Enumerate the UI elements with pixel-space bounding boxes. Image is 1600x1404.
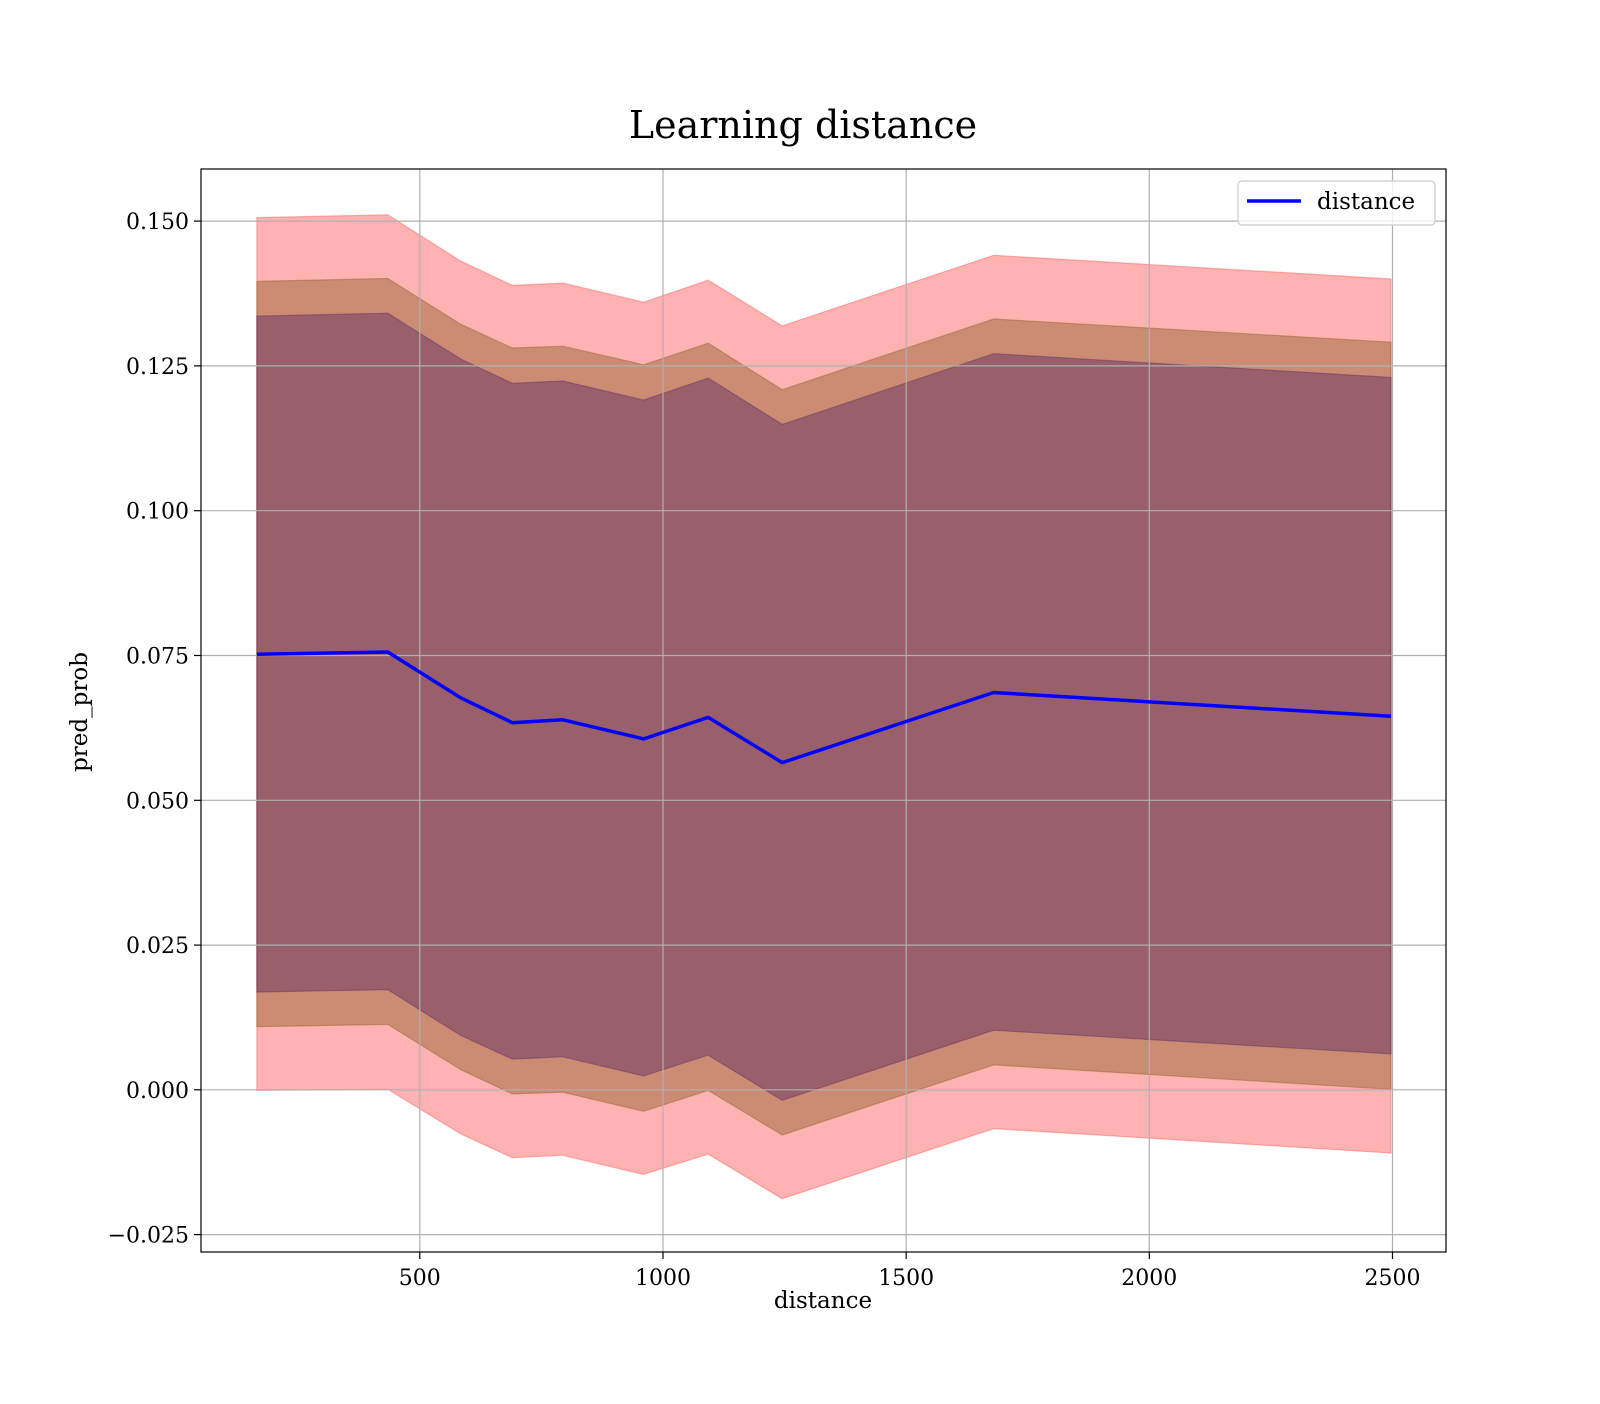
y-tick-label: 0.125 — [126, 355, 189, 380]
x-tick-label: 1500 — [878, 1266, 934, 1291]
legend: distance — [1237, 180, 1436, 226]
y-tick-label: 0.075 — [126, 645, 189, 670]
y-axis-ticks: −0.025 0.000 0.025 0.050 0.075 0.100 0.125 0.15… — [108, 210, 201, 1249]
x-axis-label: distance — [774, 1288, 872, 1314]
y-tick-label: −0.025 — [108, 1224, 189, 1249]
chart-title: Learning distance — [629, 103, 977, 147]
grid-lines — [201, 169, 1446, 1252]
confidence-band-3 — [256, 312, 1392, 1101]
y-tick-label: 0.150 — [126, 210, 189, 235]
x-tick-label: 2500 — [1365, 1266, 1421, 1291]
y-axis-label: pred_prob — [67, 652, 93, 772]
series-line-distance — [256, 650, 1392, 765]
legend-frame — [1237, 180, 1436, 226]
confidence-bands — [256, 214, 1392, 1200]
x-tick-label: 500 — [399, 1266, 441, 1291]
y-tick-label: 0.100 — [126, 500, 189, 525]
x-axis-ticks: 500 1000 1500 2000 2500 — [399, 1252, 1421, 1291]
plot-frame — [200, 168, 1447, 1253]
series-lines — [256, 650, 1392, 765]
y-tick-label: 0.050 — [126, 789, 189, 814]
x-tick-label: 2000 — [1121, 1266, 1177, 1291]
legend-label-distance: distance — [1317, 189, 1415, 215]
y-tick-label: 0.025 — [126, 934, 189, 959]
x-tick-label: 1000 — [635, 1266, 691, 1291]
y-tick-label: 0.000 — [126, 1079, 189, 1104]
